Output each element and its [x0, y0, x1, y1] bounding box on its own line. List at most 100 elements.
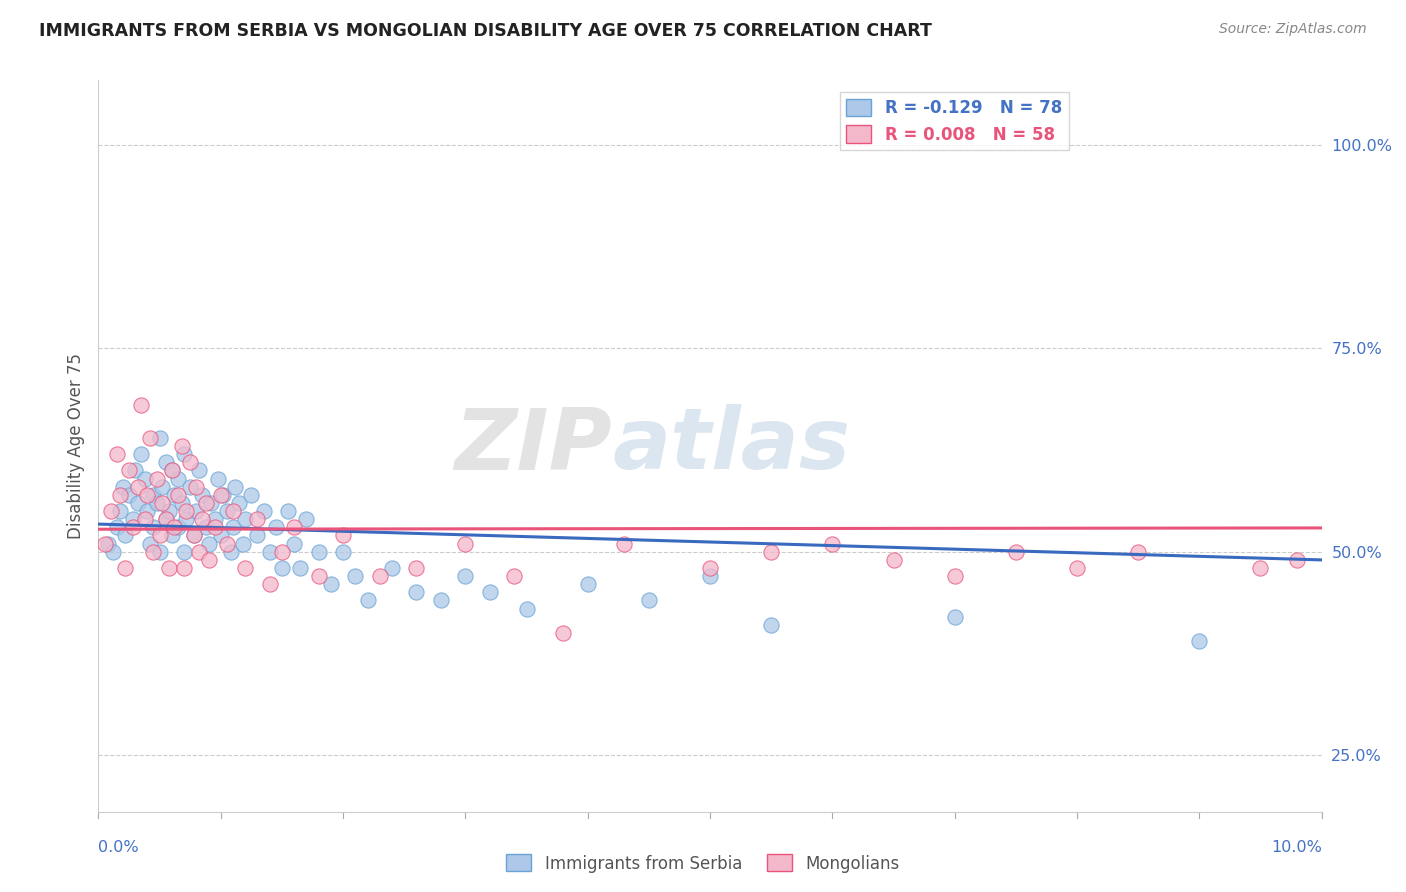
- Point: [381, 561, 404, 575]
- Text: Source: ZipAtlas.com: Source: ZipAtlas.com: [1219, 22, 1367, 37]
- Point: [699, 561, 721, 575]
- Point: [478, 585, 501, 599]
- Point: [186, 504, 208, 518]
- Point: [155, 455, 177, 469]
- Point: [163, 520, 186, 534]
- Point: [105, 447, 128, 461]
- Point: [576, 577, 599, 591]
- Point: [1128, 544, 1150, 558]
- Point: [454, 569, 477, 583]
- Point: [179, 480, 201, 494]
- Point: [197, 536, 219, 550]
- Point: [1188, 634, 1211, 648]
- Point: [233, 512, 256, 526]
- Point: [943, 609, 966, 624]
- Point: [134, 512, 156, 526]
- Point: [97, 536, 120, 550]
- Point: [149, 431, 172, 445]
- Point: [160, 463, 183, 477]
- Point: [264, 520, 287, 534]
- Point: [160, 528, 183, 542]
- Point: [454, 536, 477, 550]
- Legend: Immigrants from Serbia, Mongolians: Immigrants from Serbia, Mongolians: [499, 847, 907, 880]
- Point: [129, 447, 152, 461]
- Point: [176, 512, 198, 526]
- Text: 10.0%: 10.0%: [1271, 840, 1322, 855]
- Point: [204, 512, 226, 526]
- Legend: R = -0.129   N = 78, R = 0.008   N = 58: R = -0.129 N = 78, R = 0.008 N = 58: [839, 92, 1069, 150]
- Point: [183, 528, 205, 542]
- Point: [197, 553, 219, 567]
- Point: [179, 455, 201, 469]
- Point: [134, 471, 156, 485]
- Point: [1286, 553, 1309, 567]
- Point: [209, 488, 232, 502]
- Text: atlas: atlas: [612, 404, 851, 488]
- Point: [200, 496, 222, 510]
- Point: [503, 569, 526, 583]
- Point: [163, 488, 186, 502]
- Point: [344, 569, 367, 583]
- Point: [118, 463, 141, 477]
- Point: [146, 496, 169, 510]
- Point: [332, 544, 354, 558]
- Point: [101, 544, 124, 558]
- Point: [139, 536, 162, 550]
- Point: [136, 488, 159, 502]
- Point: [167, 520, 190, 534]
- Point: [173, 447, 195, 461]
- Point: [319, 577, 342, 591]
- Point: [142, 520, 165, 534]
- Point: [283, 536, 305, 550]
- Point: [114, 528, 136, 542]
- Point: [195, 496, 218, 510]
- Point: [277, 504, 299, 518]
- Point: [368, 569, 391, 583]
- Point: [553, 626, 575, 640]
- Point: [191, 512, 214, 526]
- Point: [246, 512, 269, 526]
- Point: [105, 520, 128, 534]
- Point: [167, 471, 190, 485]
- Point: [232, 536, 254, 550]
- Point: [430, 593, 453, 607]
- Point: [405, 585, 427, 599]
- Point: [127, 480, 149, 494]
- Point: [142, 544, 165, 558]
- Point: [187, 544, 209, 558]
- Point: [270, 544, 294, 558]
- Point: [356, 593, 378, 607]
- Point: [100, 504, 122, 518]
- Point: [124, 463, 146, 477]
- Point: [110, 488, 132, 502]
- Point: [204, 520, 226, 534]
- Point: [191, 488, 214, 502]
- Text: 0.0%: 0.0%: [98, 840, 139, 855]
- Point: [160, 463, 183, 477]
- Point: [121, 520, 143, 534]
- Point: [139, 431, 162, 445]
- Point: [215, 536, 238, 550]
- Point: [150, 480, 173, 494]
- Point: [295, 512, 318, 526]
- Point: [308, 569, 330, 583]
- Point: [157, 504, 180, 518]
- Point: [405, 561, 427, 575]
- Point: [233, 561, 256, 575]
- Point: [212, 488, 235, 502]
- Point: [157, 561, 180, 575]
- Point: [187, 463, 209, 477]
- Point: [883, 553, 905, 567]
- Point: [637, 593, 661, 607]
- Point: [186, 480, 208, 494]
- Point: [1250, 561, 1272, 575]
- Point: [259, 544, 281, 558]
- Point: [252, 504, 274, 518]
- Point: [146, 471, 169, 485]
- Point: [149, 528, 172, 542]
- Point: [516, 601, 538, 615]
- Text: ZIP: ZIP: [454, 404, 612, 488]
- Point: [761, 617, 783, 632]
- Point: [155, 512, 177, 526]
- Point: [93, 536, 115, 550]
